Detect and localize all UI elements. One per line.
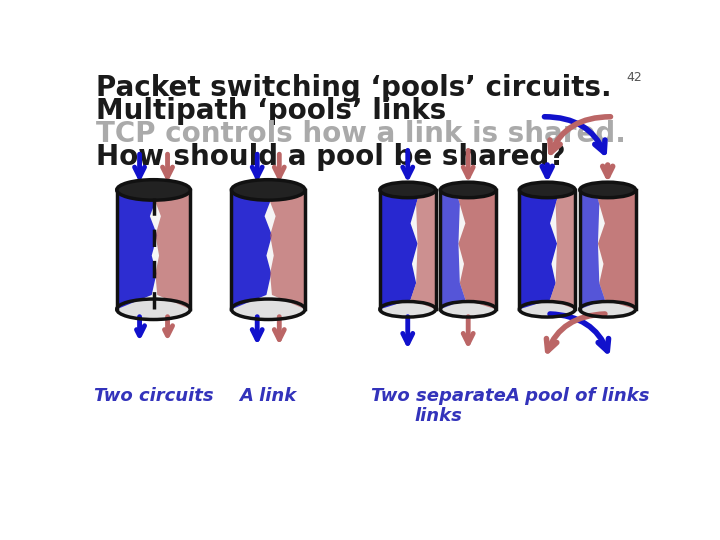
Ellipse shape: [117, 299, 190, 320]
Text: Packet switching ‘pools’ circuits.: Packet switching ‘pools’ circuits.: [96, 74, 612, 102]
Ellipse shape: [580, 301, 636, 317]
Text: How should a pool be shared?: How should a pool be shared?: [96, 143, 566, 171]
Polygon shape: [580, 190, 605, 309]
Ellipse shape: [380, 182, 436, 198]
Text: A link: A link: [240, 387, 297, 404]
Text: Two separate
links: Two separate links: [371, 387, 505, 426]
Polygon shape: [519, 190, 575, 309]
Polygon shape: [380, 190, 420, 309]
Polygon shape: [410, 190, 436, 309]
Polygon shape: [580, 190, 636, 309]
Polygon shape: [519, 190, 560, 309]
Text: Multipath ‘pools’ links: Multipath ‘pools’ links: [96, 97, 446, 125]
Polygon shape: [117, 190, 190, 309]
Polygon shape: [441, 190, 465, 309]
Polygon shape: [270, 190, 305, 309]
Ellipse shape: [519, 182, 575, 198]
Text: 42: 42: [626, 71, 642, 84]
Ellipse shape: [441, 182, 496, 198]
Ellipse shape: [231, 180, 305, 200]
Ellipse shape: [380, 301, 436, 317]
Polygon shape: [595, 190, 636, 309]
Ellipse shape: [231, 299, 305, 320]
Polygon shape: [441, 190, 496, 309]
Polygon shape: [117, 190, 157, 309]
Polygon shape: [231, 190, 272, 309]
Ellipse shape: [441, 301, 496, 317]
Text: Two circuits: Two circuits: [94, 387, 213, 404]
Ellipse shape: [519, 301, 575, 317]
Ellipse shape: [117, 180, 190, 200]
Text: A pool of links: A pool of links: [505, 387, 649, 404]
Polygon shape: [456, 190, 496, 309]
Polygon shape: [380, 190, 436, 309]
Text: TCP controls how a link is shared.: TCP controls how a link is shared.: [96, 120, 626, 148]
Polygon shape: [550, 190, 575, 309]
Polygon shape: [231, 190, 305, 309]
Polygon shape: [156, 190, 190, 309]
Ellipse shape: [580, 182, 636, 198]
